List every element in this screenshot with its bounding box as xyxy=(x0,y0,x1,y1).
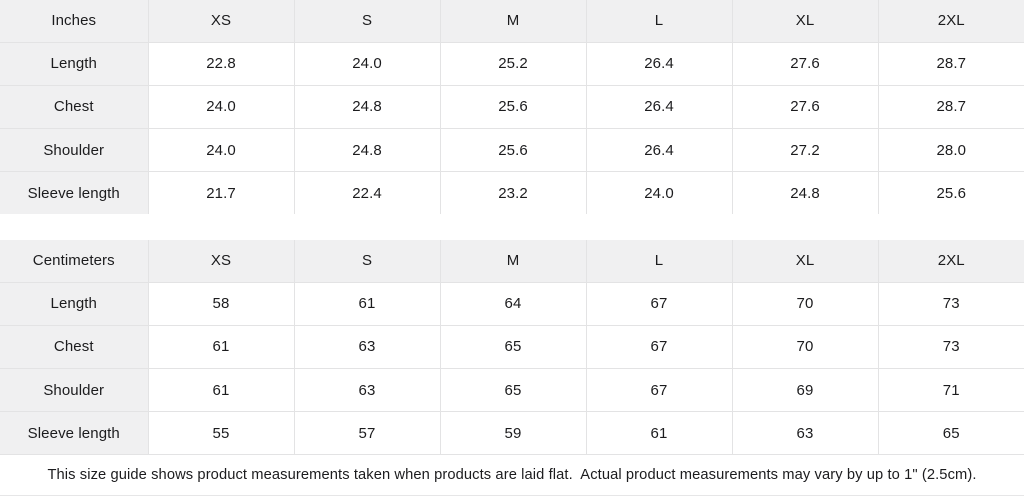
measurement-value-cell: 67 xyxy=(585,368,733,413)
measurement-label-cell: Chest xyxy=(0,84,149,130)
measurement-value-cell: 27.2 xyxy=(731,128,879,173)
size-table-inches: Inches XS S M L XL 2XL Length 22.8 24.0 25.2 26.4 27… xyxy=(0,0,1024,215)
measurement-row: Length 58 61 64 67 70 73 xyxy=(0,281,1024,326)
size-header-cell: XS xyxy=(147,0,295,43)
measurement-label-cell: Shoulder xyxy=(0,128,149,173)
measurement-value-cell: 64 xyxy=(439,281,587,326)
measurement-value-cell: 63 xyxy=(731,411,879,455)
measurement-value-cell: 61 xyxy=(147,324,295,370)
measurement-value-cell: 65 xyxy=(439,368,587,413)
measurement-label-cell: Chest xyxy=(0,324,149,370)
size-table-header-row: Centimeters XS S M L XL 2XL xyxy=(0,239,1024,283)
measurement-value-cell: 28.7 xyxy=(877,84,1024,130)
size-header-cell: XL xyxy=(731,0,879,43)
measurement-value-cell: 25.6 xyxy=(439,84,587,130)
size-header-cell: L xyxy=(585,239,733,283)
measurement-value-cell: 24.0 xyxy=(147,84,295,130)
measurement-row: Shoulder 24.0 24.8 25.6 26.4 27.2 28.0 xyxy=(0,128,1024,173)
measurement-value-cell: 24.0 xyxy=(293,41,441,86)
measurement-value-cell: 67 xyxy=(585,281,733,326)
measurement-value-cell: 24.8 xyxy=(293,84,441,130)
measurement-row: Sleeve length 21.7 22.4 23.2 24.0 24.8 25.6 xyxy=(0,171,1024,215)
measurement-value-cell: 61 xyxy=(147,368,295,413)
measurement-value-cell: 27.6 xyxy=(731,84,879,130)
measurement-value-cell: 28.7 xyxy=(877,41,1024,86)
measurement-row: Length 22.8 24.0 25.2 26.4 27.6 28.7 xyxy=(0,41,1024,86)
measurement-value-cell: 70 xyxy=(731,324,879,370)
measurement-value-cell: 28.0 xyxy=(877,128,1024,173)
measurement-value-cell: 55 xyxy=(147,411,295,455)
size-header-cell: L xyxy=(585,0,733,43)
size-header-cell: M xyxy=(439,0,587,43)
measurement-value-cell: 73 xyxy=(877,324,1024,370)
measurement-value-cell: 63 xyxy=(293,368,441,413)
measurement-value-cell: 59 xyxy=(439,411,587,455)
measurement-row: Chest 24.0 24.8 25.6 26.4 27.6 28.7 xyxy=(0,84,1024,130)
measurement-value-cell: 22.4 xyxy=(293,171,441,215)
measurement-value-cell: 57 xyxy=(293,411,441,455)
measurement-value-cell: 26.4 xyxy=(585,84,733,130)
measurement-value-cell: 24.8 xyxy=(731,171,879,215)
measurement-value-cell: 67 xyxy=(585,324,733,370)
measurement-value-cell: 70 xyxy=(731,281,879,326)
size-table-centimeters: Centimeters XS S M L XL 2XL Length 58 61 64 67 70 73 C… xyxy=(0,239,1024,455)
measurement-value-cell: 69 xyxy=(731,368,879,413)
size-header-cell: XS xyxy=(147,239,295,283)
measurement-value-cell: 24.0 xyxy=(585,171,733,215)
measurement-row: Chest 61 63 65 67 70 73 xyxy=(0,324,1024,370)
measurement-label-cell: Shoulder xyxy=(0,368,149,413)
size-tables: Inches XS S M L XL 2XL Length 22.8 24.0 25.2 26.4 27… xyxy=(0,0,1024,455)
measurement-label-cell: Sleeve length xyxy=(0,411,149,455)
size-header-cell: 2XL xyxy=(877,239,1024,283)
table-section-gap xyxy=(0,214,1024,240)
measurement-row: Sleeve length 55 57 59 61 63 65 xyxy=(0,411,1024,455)
measurement-value-cell: 25.2 xyxy=(439,41,587,86)
measurement-value-cell: 22.8 xyxy=(147,41,295,86)
measurement-label-cell: Sleeve length xyxy=(0,171,149,215)
size-header-cell: S xyxy=(293,0,441,43)
measurement-value-cell: 61 xyxy=(293,281,441,326)
measurement-value-cell: 26.4 xyxy=(585,128,733,173)
measurement-row: Shoulder 61 63 65 67 69 71 xyxy=(0,368,1024,413)
measurement-value-cell: 25.6 xyxy=(439,128,587,173)
measurement-value-cell: 26.4 xyxy=(585,41,733,86)
measurement-value-cell: 24.0 xyxy=(147,128,295,173)
measurement-value-cell: 73 xyxy=(877,281,1024,326)
measurement-value-cell: 63 xyxy=(293,324,441,370)
measurement-value-cell: 25.6 xyxy=(877,171,1024,215)
measurement-value-cell: 24.8 xyxy=(293,128,441,173)
size-table-header-row: Inches XS S M L XL 2XL xyxy=(0,0,1024,43)
size-header-cell: 2XL xyxy=(877,0,1024,43)
measurement-label-cell: Length xyxy=(0,41,149,86)
measurement-value-cell: 71 xyxy=(877,368,1024,413)
measurement-value-cell: 65 xyxy=(877,411,1024,455)
unit-label-cell: Inches xyxy=(0,0,149,43)
measurement-label-cell: Length xyxy=(0,281,149,326)
measurement-value-cell: 61 xyxy=(585,411,733,455)
unit-label-cell: Centimeters xyxy=(0,239,149,283)
size-header-cell: S xyxy=(293,239,441,283)
measurement-value-cell: 27.6 xyxy=(731,41,879,86)
size-guide-note: This size guide shows product measuremen… xyxy=(0,454,1024,496)
measurement-value-cell: 23.2 xyxy=(439,171,587,215)
size-header-cell: XL xyxy=(731,239,879,283)
size-header-cell: M xyxy=(439,239,587,283)
measurement-value-cell: 65 xyxy=(439,324,587,370)
measurement-value-cell: 58 xyxy=(147,281,295,326)
measurement-value-cell: 21.7 xyxy=(147,171,295,215)
